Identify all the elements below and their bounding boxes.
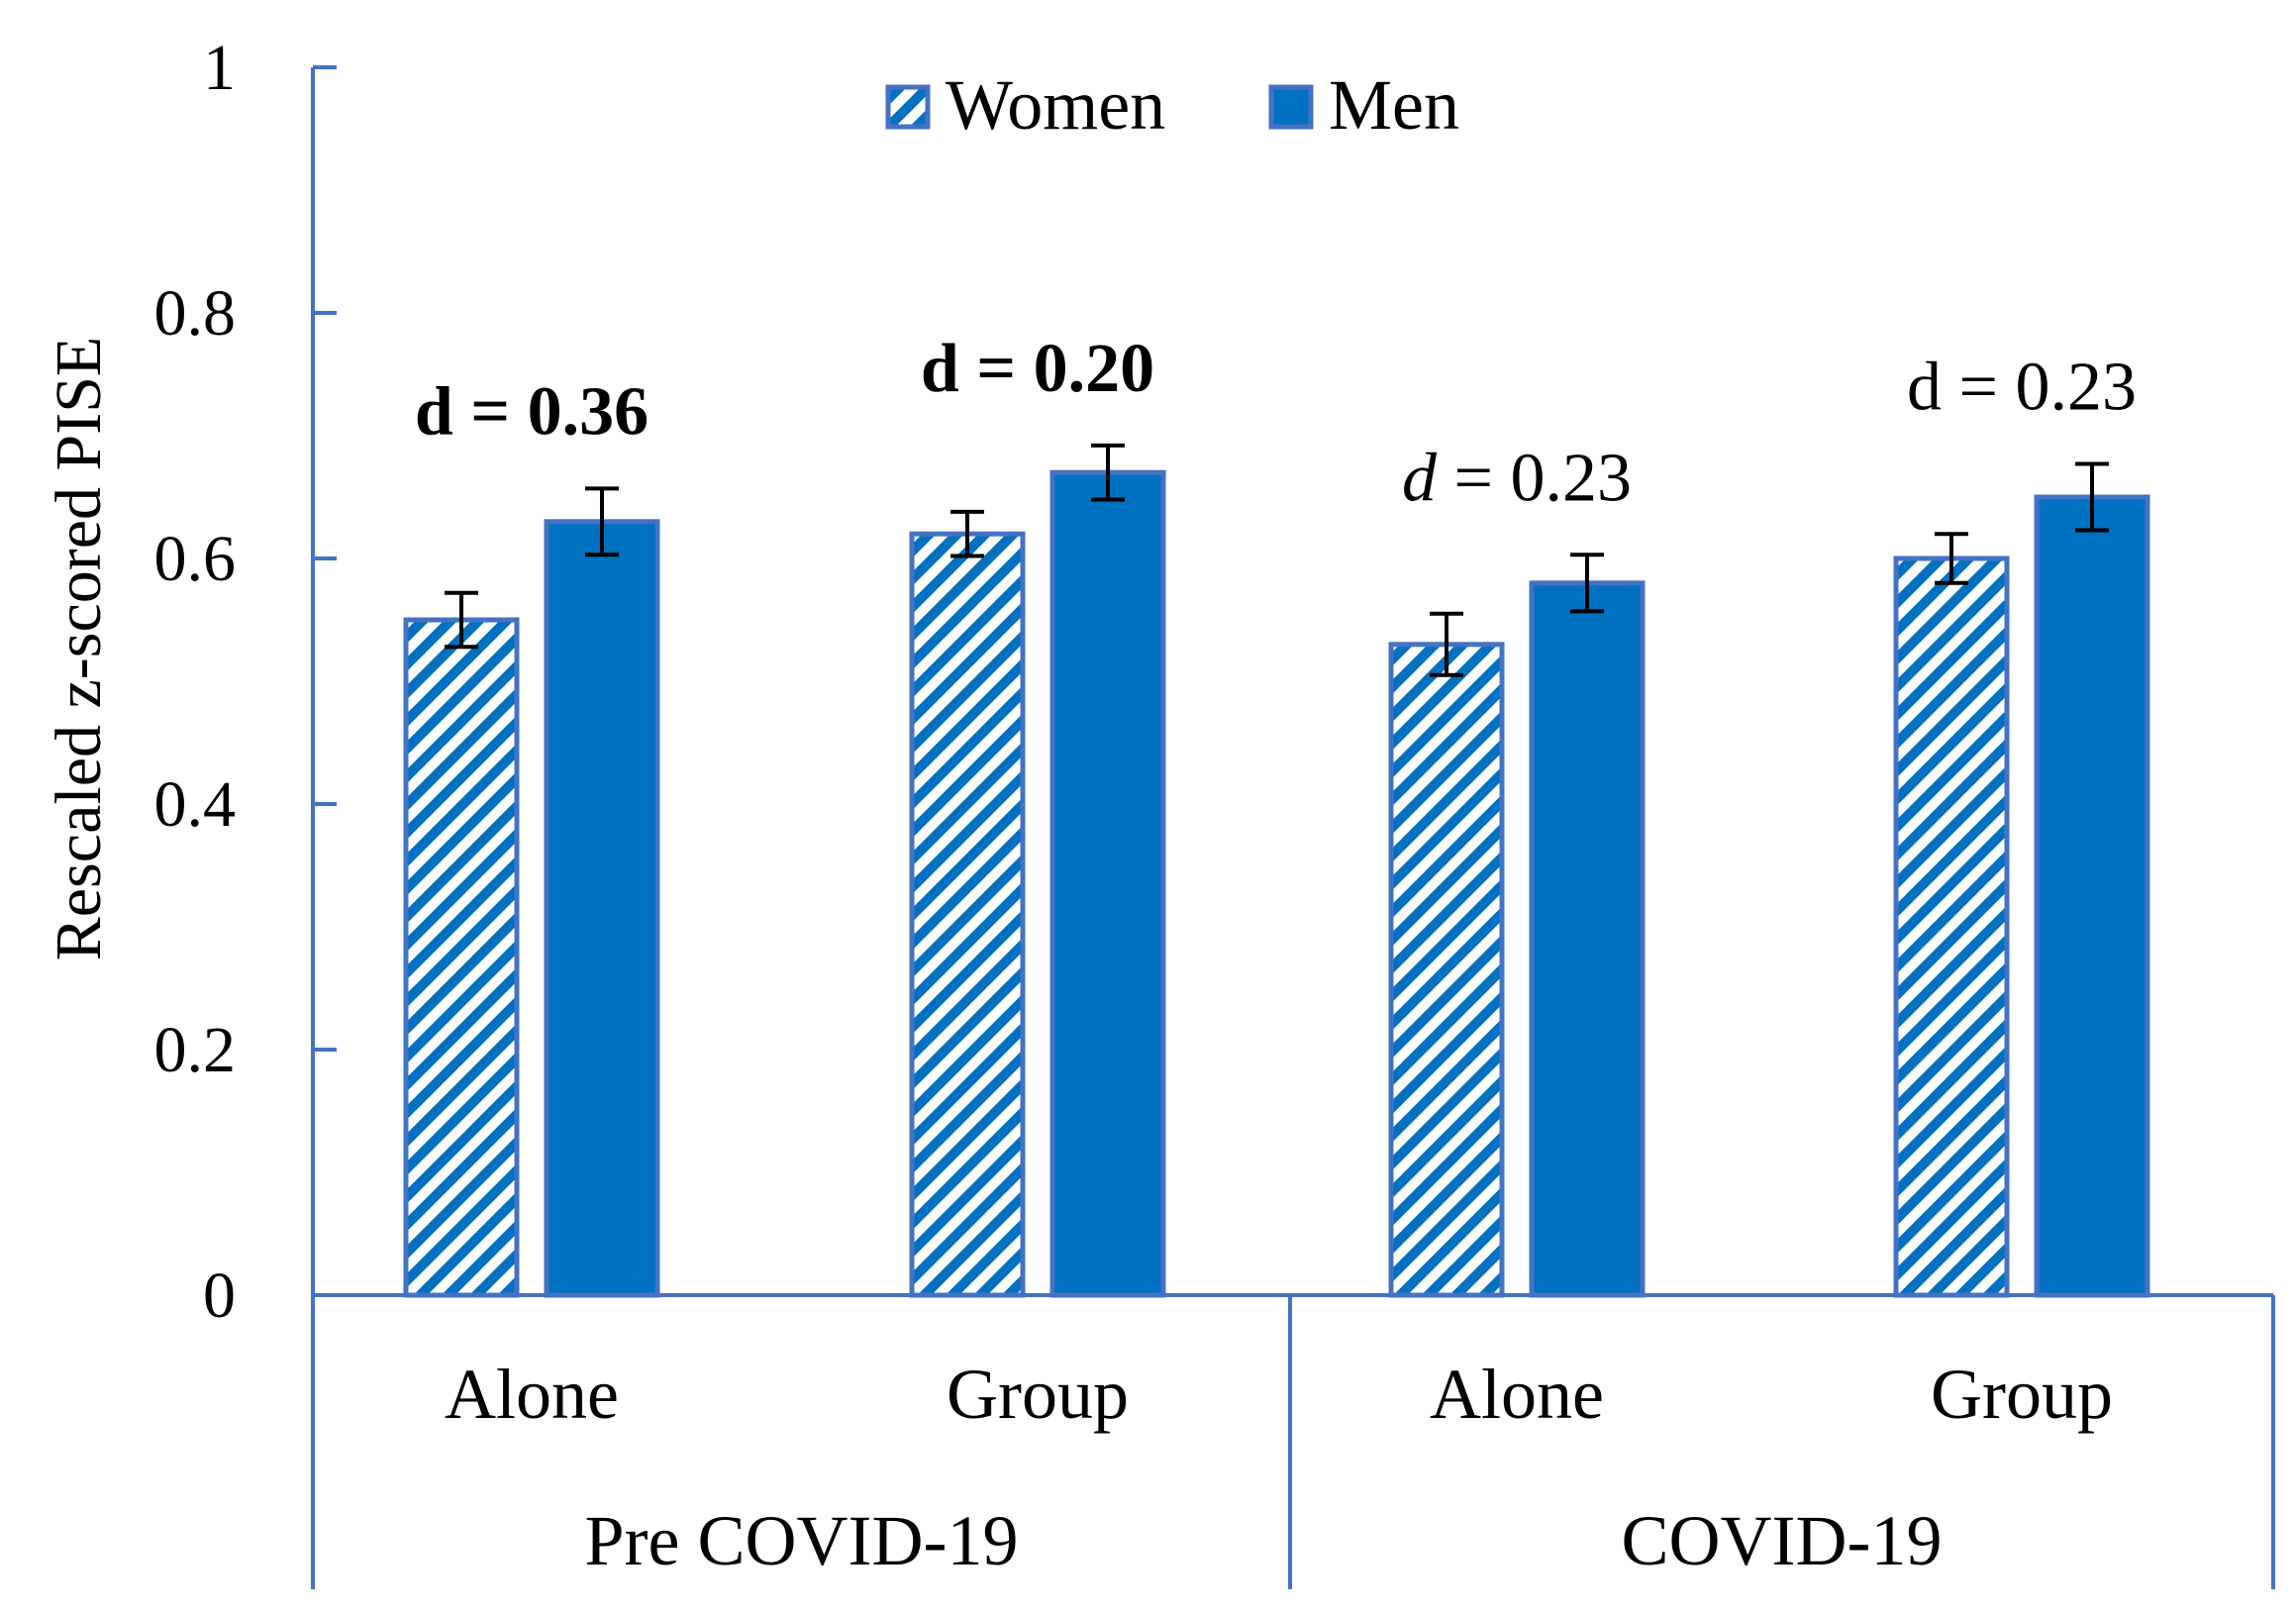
category-label: Alone [445,1355,619,1434]
legend-label-women: Women [946,65,1165,145]
y-tick-label: 0.6 [154,523,237,595]
effect-size-symbol: d [415,373,453,450]
effect-size-symbol: d [1402,440,1438,516]
bar-men [2034,494,2150,1298]
bar-men [1529,580,1646,1298]
effect-size-symbol: d [921,331,959,407]
effect-size-value: = 0.36 [453,373,649,450]
y-tick-label: 0.2 [154,1014,237,1086]
legend-swatch-men [1268,84,1314,130]
effect-size-annotation: d = 0.23 [1402,440,1632,516]
y-tick-label: 0.8 [154,277,237,350]
bar-men [544,519,660,1298]
effect-size-value: = 0.23 [1437,440,1632,516]
effect-size-symbol: d [1907,350,1942,426]
y-tick-label: 0 [203,1260,236,1332]
effect-size-value: = 0.20 [959,331,1154,407]
legend-swatch-women [885,84,931,130]
category-label: Group [1931,1355,2113,1434]
group-label: COVID-19 [1622,1501,1943,1580]
effect-size-value: = 0.23 [1942,350,2137,426]
bars [403,443,2150,1298]
bar-men [1049,469,1166,1298]
bar-women [403,617,520,1298]
effect-size-annotation: d = 0.20 [921,331,1154,407]
bar-women [1893,555,2010,1298]
group-label: Pre COVID-19 [585,1501,1019,1580]
legend: Women Men [885,65,1459,145]
category-label: Alone [1430,1355,1604,1434]
x-axis: Alone Group Alone Group Pre COVID-19 COVID-19 [313,1293,2275,1589]
y-axis: 0 0.2 0.4 0.6 0.8 1 [154,32,337,1589]
effect-size-annotation: d = 0.23 [1907,350,2137,426]
category-label: Group [947,1355,1129,1434]
bar-women [909,531,1026,1298]
y-tick-label: 0.4 [154,768,237,841]
effect-size-annotation: d = 0.36 [415,373,649,450]
y-tick-label: 1 [203,32,236,104]
annotations: d = 0.36d = 0.20d = 0.23d = 0.23 [415,331,2137,516]
y-axis-title: Rescaled z-scored PISE [43,337,115,960]
bar-women [1388,642,1505,1298]
legend-label-men: Men [1329,65,1459,145]
